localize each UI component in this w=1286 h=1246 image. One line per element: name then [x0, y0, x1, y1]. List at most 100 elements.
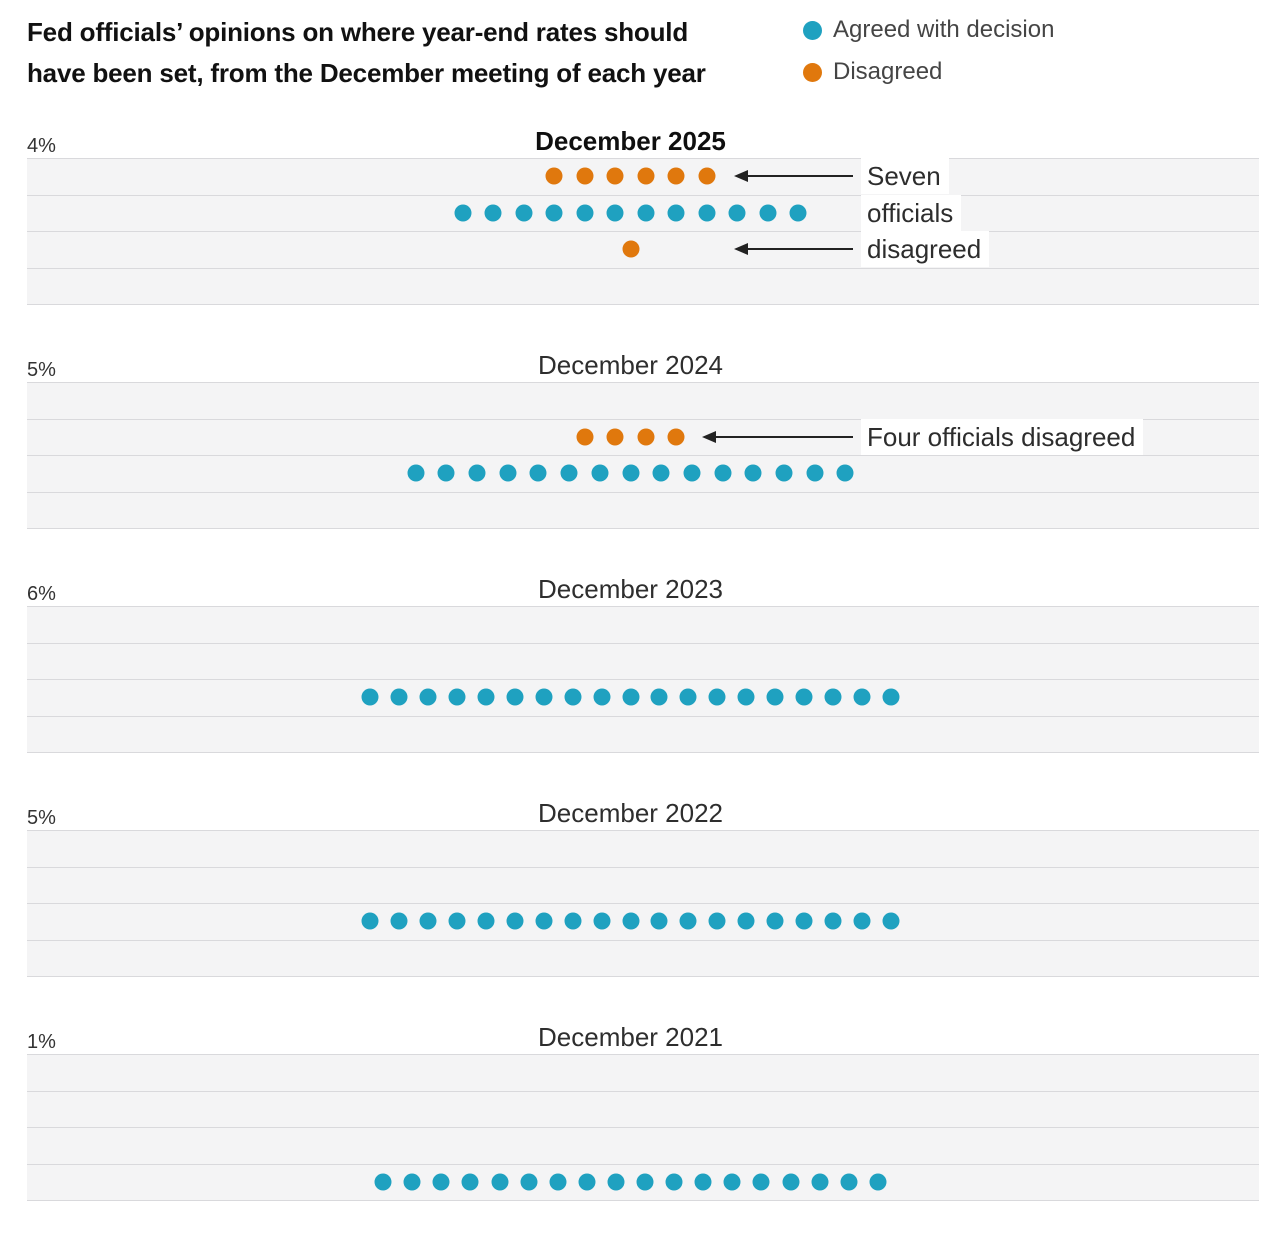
dot-agreed	[759, 204, 777, 222]
annotation-text: disagreed	[861, 231, 990, 268]
dot-agreed	[564, 912, 582, 930]
rate-band	[27, 642, 1259, 679]
panel-title-december-2024: December 2024	[538, 350, 723, 380]
dot-agreed	[454, 204, 472, 222]
agreed-dot-icon	[803, 20, 822, 40]
dot-disagreed	[606, 428, 624, 446]
gridline	[27, 1200, 1259, 1201]
dot-agreed	[361, 912, 379, 930]
dot-disagreed	[698, 167, 716, 185]
dot-disagreed	[667, 428, 685, 446]
dot-agreed	[840, 1173, 858, 1191]
gridline	[27, 976, 1259, 977]
dot-agreed	[824, 912, 842, 930]
rate-band	[27, 679, 1259, 716]
rate-band	[27, 606, 1259, 643]
dot-agreed	[708, 688, 726, 706]
dot-agreed	[652, 464, 670, 482]
annotation-text: Four officials disagreed	[861, 418, 1144, 455]
dot-agreed	[667, 204, 685, 222]
dot-agreed	[606, 204, 624, 222]
legend-label-agreed: Agreed with decision	[833, 16, 1055, 43]
dot-agreed	[708, 912, 726, 930]
dot-agreed	[607, 1173, 625, 1191]
dot-agreed	[622, 464, 639, 482]
dot-agreed	[795, 688, 813, 706]
rate-band	[27, 491, 1259, 528]
dot-disagreed	[637, 428, 655, 446]
dot-agreed	[477, 688, 495, 706]
dot-agreed	[448, 912, 466, 930]
arrow-left-icon	[734, 243, 748, 256]
dot-agreed	[782, 1173, 800, 1191]
panel-title-december-2021: December 2021	[538, 1022, 723, 1052]
dot-agreed	[650, 688, 668, 706]
dot-agreed	[576, 204, 594, 222]
tick-label-top-december-2024: 5%	[27, 359, 56, 381]
dot-agreed	[549, 1173, 567, 1191]
legend-item-agreed: Agreed with decision	[803, 9, 1054, 51]
dot-agreed	[665, 1173, 683, 1191]
dot-agreed	[637, 204, 655, 222]
rate-band	[27, 715, 1259, 752]
dot-agreed	[882, 912, 900, 930]
legend-item-disagreed: Disagreed	[803, 51, 1054, 93]
annotation-arrow-line	[713, 435, 853, 438]
dot-agreed	[698, 204, 716, 222]
chart-title: Fed officials’ opinions on where year-en…	[27, 12, 706, 94]
dot-agreed	[484, 204, 502, 222]
tick-label-top-december-2022: 5%	[27, 807, 56, 829]
arrow-left-icon	[702, 430, 716, 443]
dot-agreed	[515, 204, 533, 222]
rate-band	[27, 231, 1259, 268]
dot-agreed	[374, 1173, 392, 1191]
dot-agreed	[578, 1173, 596, 1191]
dot-agreed	[723, 1173, 741, 1191]
dot-agreed	[752, 1173, 770, 1191]
chart-title-line-1: Fed officials’ opinions on where year-en…	[27, 17, 688, 47]
panel-title-december-2023: December 2023	[538, 574, 723, 604]
dot-agreed	[361, 688, 379, 706]
rate-band	[27, 1090, 1259, 1127]
disagreed-dot-icon	[803, 62, 822, 82]
dot-agreed	[806, 464, 824, 482]
dot-agreed	[591, 464, 609, 482]
dot-agreed	[869, 1173, 887, 1191]
dot-agreed	[766, 688, 784, 706]
rate-band	[27, 866, 1259, 903]
dot-agreed	[853, 912, 871, 930]
dot-agreed	[535, 912, 553, 930]
panel-title-december-2022: December 2022	[538, 798, 723, 828]
dot-agreed	[737, 688, 755, 706]
dot-agreed	[593, 688, 611, 706]
dot-agreed	[506, 912, 524, 930]
rate-band	[27, 455, 1259, 492]
dot-disagreed	[606, 167, 624, 185]
legend-label-disagreed: Disagreed	[833, 58, 943, 85]
dot-agreed	[390, 912, 408, 930]
dot-agreed	[766, 912, 784, 930]
dot-agreed	[529, 464, 547, 482]
dot-agreed	[622, 912, 639, 930]
dot-agreed	[853, 688, 871, 706]
rate-band	[27, 267, 1259, 304]
dot-agreed	[636, 1173, 654, 1191]
dot-agreed	[650, 912, 668, 930]
rate-band	[27, 382, 1259, 419]
dot-disagreed	[667, 167, 685, 185]
dot-agreed	[403, 1173, 421, 1191]
dot-disagreed	[576, 428, 594, 446]
dot-agreed	[775, 464, 793, 482]
dot-agreed	[882, 688, 900, 706]
dot-agreed	[728, 204, 746, 222]
dot-agreed	[679, 912, 697, 930]
dot-agreed	[795, 912, 813, 930]
dot-agreed	[679, 688, 697, 706]
tick-label-top-december-2021: 1%	[27, 1031, 56, 1053]
dot-disagreed	[576, 167, 594, 185]
dot-agreed	[407, 464, 425, 482]
gridline	[27, 752, 1259, 753]
rate-band	[27, 939, 1259, 976]
chart-title-line-2: have been set, from the December meeting…	[27, 58, 706, 88]
dot-agreed	[477, 912, 495, 930]
